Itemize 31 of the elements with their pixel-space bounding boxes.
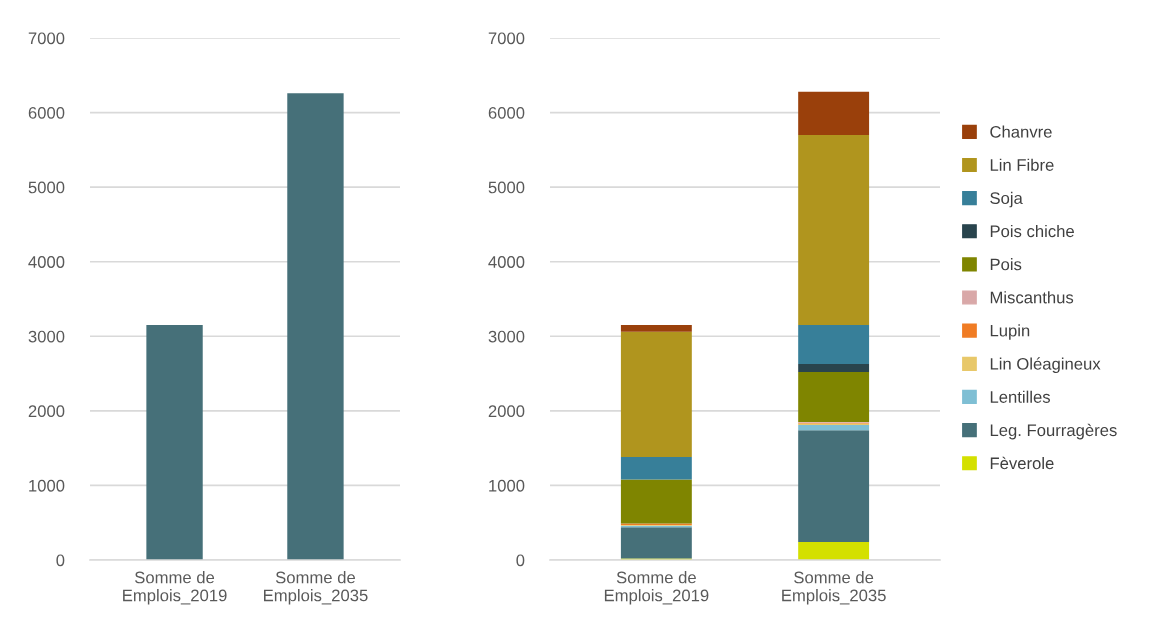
legend-label: Pois chiche [990, 224, 1074, 238]
legend-label: Chanvre [990, 125, 1052, 138]
legend-label: Miscanthus [990, 291, 1074, 304]
legend-label: Lin Fibre [990, 158, 1054, 171]
y-tick-label: 0 [516, 554, 525, 567]
legend-label: Fèverole [990, 456, 1054, 470]
x-tick-label: Somme de Emplois_2019 [123, 571, 227, 605]
legend-label: Leg. Fourragères [990, 423, 1117, 440]
y-tick-label: 7000 [488, 32, 525, 45]
y-tick-label: 6000 [488, 106, 525, 119]
legend-label: Lupin [990, 324, 1030, 340]
y-tick-label: 1000 [29, 479, 65, 492]
legend-label: Soja [990, 191, 1023, 208]
x-tick-label: Somme de Emplois_2019 [604, 571, 709, 605]
y-tick-label: 3000 [488, 330, 525, 343]
legend-label: Pois [990, 258, 1022, 271]
y-tick-label: 2000 [28, 405, 65, 418]
y-tick-label: 6000 [28, 106, 65, 119]
y-tick-label: 2000 [488, 405, 525, 418]
y-tick-label: 0 [56, 554, 65, 567]
y-tick-label: 5000 [28, 181, 65, 194]
x-tick-label: Somme de Emplois_2035 [782, 571, 886, 605]
legend-label: Lentilles [990, 390, 1051, 403]
y-tick-label: 5000 [488, 181, 525, 194]
y-tick-label: 4000 [28, 256, 65, 268]
y-tick-label: 1000 [489, 479, 525, 492]
y-tick-label: 7000 [28, 32, 65, 45]
y-tick-label: 3000 [28, 330, 65, 343]
y-tick-label: 4000 [488, 256, 525, 268]
legend-label: Lin Oléagineux [990, 357, 1101, 374]
x-tick-label: Somme de Emplois_2035 [264, 571, 368, 605]
